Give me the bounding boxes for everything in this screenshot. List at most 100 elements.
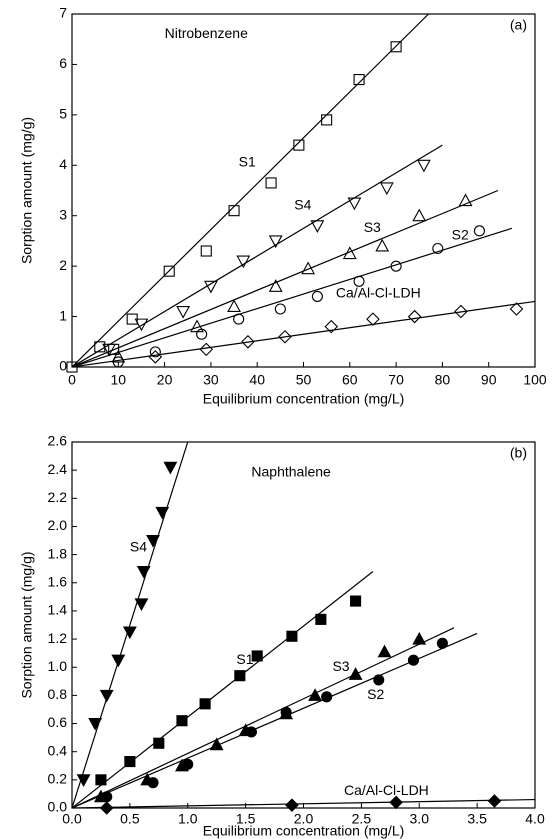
series-label: S1 [239, 153, 256, 169]
marker [311, 290, 323, 302]
marker [111, 349, 126, 363]
fit-line [72, 14, 429, 367]
x-axis-title: Equilibrium concentration (mg/L) [203, 823, 405, 839]
marker [285, 798, 299, 812]
annotation: Naphthalene [251, 464, 331, 480]
marker [286, 630, 298, 642]
marker [228, 205, 240, 217]
marker [241, 335, 255, 349]
marker [321, 114, 333, 126]
marker [134, 598, 149, 612]
panel-label: (a) [510, 17, 527, 33]
y-axis-title: Sorption amount (mg/g) [19, 551, 35, 698]
y-tick-label: 1.8 [48, 545, 68, 561]
x-tick-label: 4.0 [525, 811, 545, 827]
marker [153, 737, 165, 749]
fit-line [72, 227, 513, 367]
y-tick-label: 7 [59, 5, 67, 21]
marker [122, 626, 137, 640]
marker [407, 309, 422, 324]
marker [412, 208, 427, 222]
marker [251, 650, 263, 662]
x-tick-label: 100 [523, 372, 547, 388]
marker [274, 303, 286, 315]
marker [233, 313, 245, 325]
marker [407, 654, 420, 666]
marker [236, 255, 251, 269]
marker [342, 246, 357, 260]
series-label: Ca/Al-Cl-LDH [336, 285, 421, 301]
plot-frame [71, 13, 536, 368]
marker [293, 139, 305, 151]
marker [149, 346, 161, 358]
y-tick-label: 0.2 [48, 771, 68, 787]
x-tick-label: 60 [342, 372, 358, 388]
series-label: S3 [332, 658, 349, 674]
x-tick-label: 3.5 [467, 811, 487, 827]
marker [353, 275, 365, 287]
y-tick-label: 1.2 [48, 630, 68, 646]
marker [375, 238, 390, 252]
x-tick-label: 1.5 [236, 811, 256, 827]
marker [134, 318, 149, 332]
marker [124, 755, 136, 768]
marker [509, 302, 524, 316]
marker [389, 795, 403, 810]
x-tick-label: 50 [296, 372, 312, 388]
marker [315, 613, 327, 625]
marker [176, 305, 191, 319]
marker [308, 688, 323, 701]
marker [163, 265, 175, 277]
marker [99, 801, 114, 815]
y-tick-label: 0 [59, 358, 67, 374]
y-tick-label: 0.0 [48, 799, 68, 815]
marker [111, 654, 126, 668]
marker [379, 182, 394, 196]
marker [280, 706, 292, 718]
marker [199, 698, 211, 710]
marker [377, 644, 392, 658]
y-tick-label: 5 [59, 106, 67, 122]
marker [268, 235, 283, 249]
marker [112, 356, 124, 368]
y-tick-label: 3 [59, 206, 67, 222]
y-tick-label: 0.8 [48, 686, 68, 702]
marker [278, 329, 292, 344]
marker [176, 715, 188, 727]
marker [163, 461, 178, 475]
series-label: S3 [364, 219, 381, 235]
x-tick-label: 30 [203, 372, 219, 388]
marker [227, 299, 241, 313]
x-tick-label: 3.0 [410, 811, 430, 827]
y-tick-label: 1.6 [48, 573, 68, 589]
fit-line [72, 300, 535, 367]
marker [101, 791, 113, 803]
x-tick-label: 90 [481, 372, 497, 388]
marker [265, 177, 277, 189]
marker [146, 534, 160, 548]
marker [436, 637, 448, 649]
marker [136, 565, 151, 579]
series-label: S4 [130, 538, 147, 554]
x-tick-label: 40 [249, 372, 265, 388]
marker [76, 774, 91, 787]
x-tick-label: 70 [388, 372, 404, 388]
marker [487, 794, 502, 808]
marker [412, 631, 427, 645]
marker [155, 506, 170, 520]
x-tick-label: 20 [157, 372, 173, 388]
x-tick-label: 1.0 [178, 811, 198, 827]
marker [182, 758, 194, 770]
marker [196, 328, 208, 340]
fit-line [72, 189, 499, 367]
marker [147, 777, 159, 789]
marker [199, 342, 214, 357]
marker [310, 220, 325, 233]
marker [390, 41, 402, 53]
marker [432, 242, 444, 255]
marker [245, 726, 257, 738]
marker [66, 361, 78, 373]
y-tick-label: 0.4 [48, 742, 68, 758]
x-tick-label: 80 [435, 372, 451, 388]
marker [321, 691, 333, 703]
